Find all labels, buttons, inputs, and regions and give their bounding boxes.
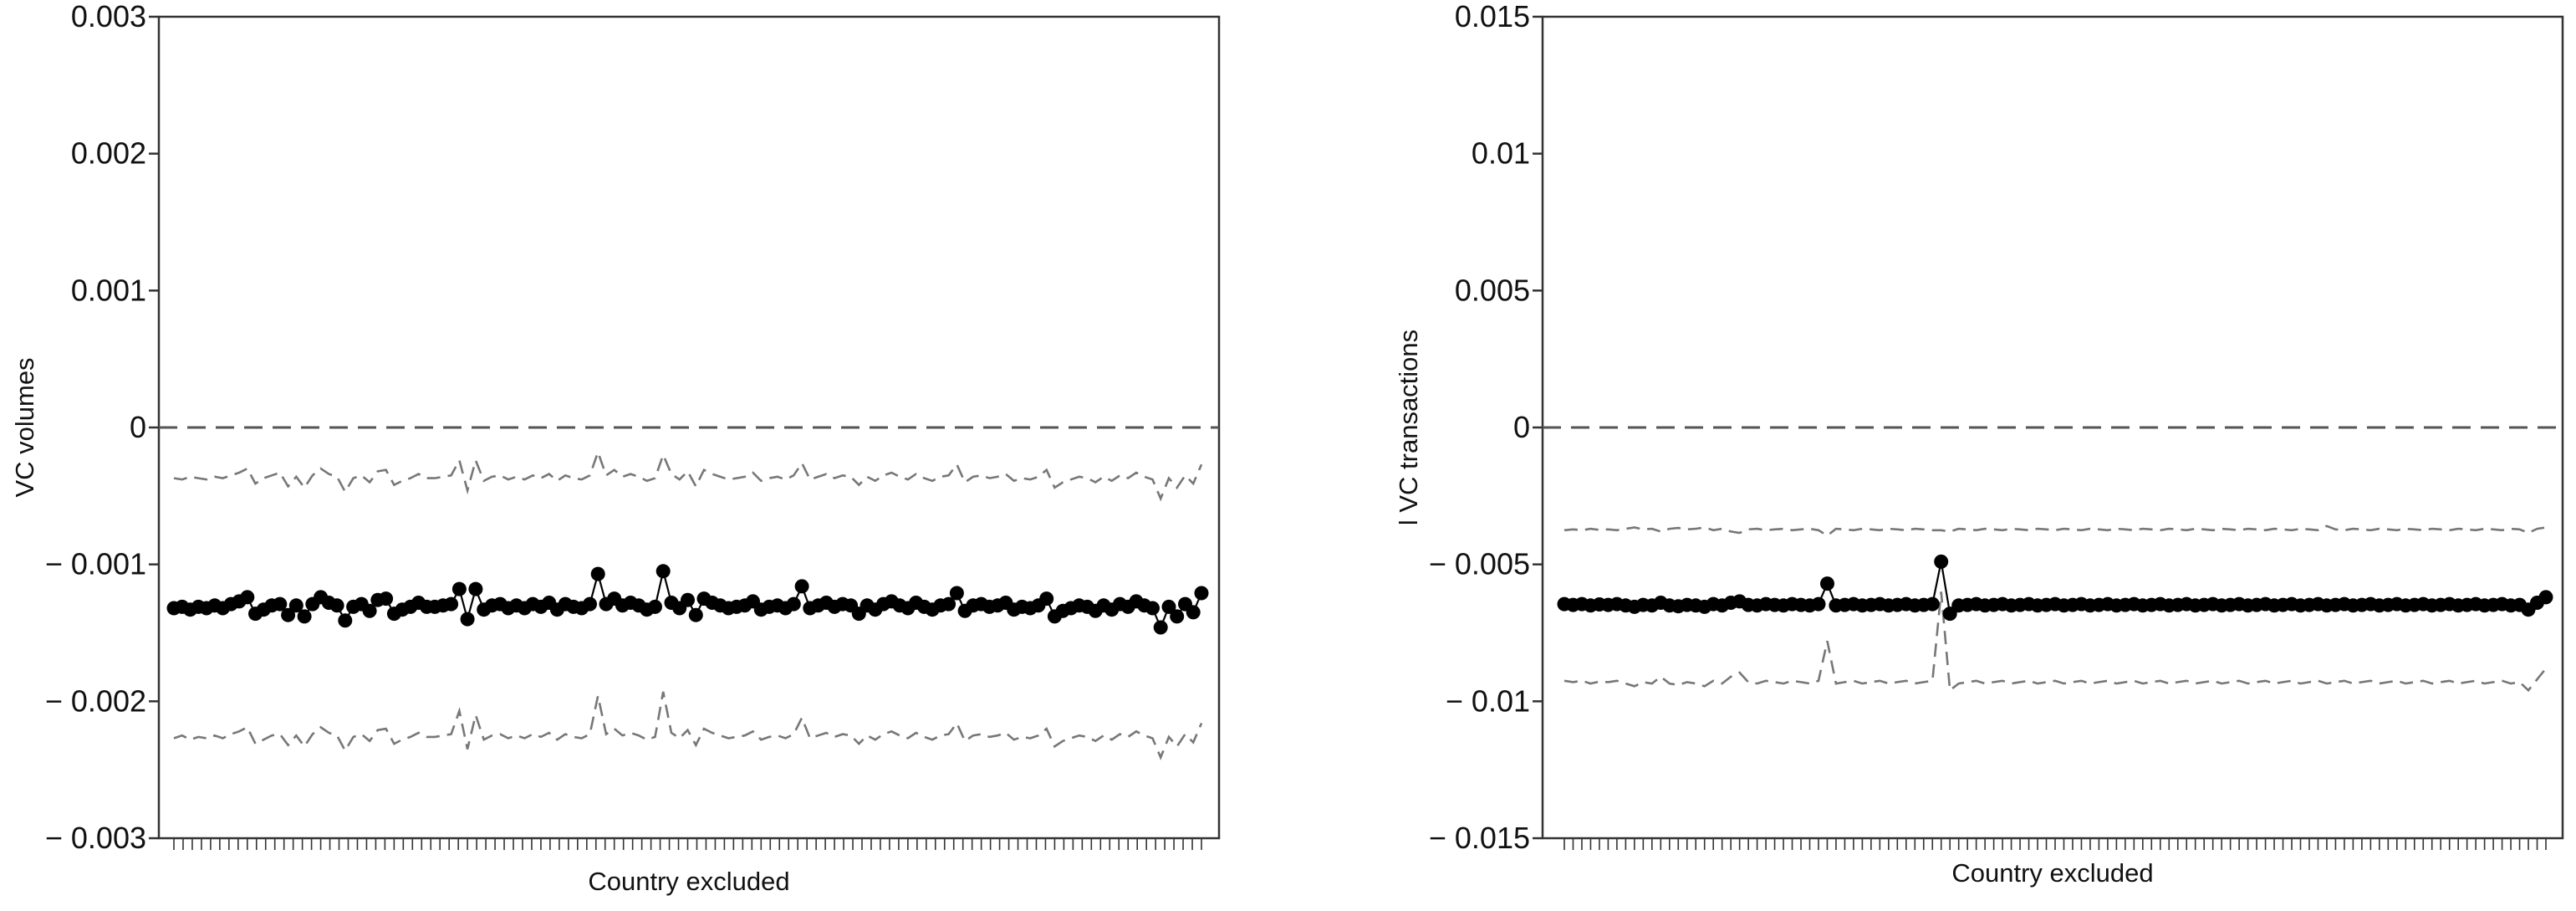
estimate-point <box>655 564 671 579</box>
estimate-point <box>273 596 288 612</box>
estimate-point <box>362 603 377 618</box>
estimate-point <box>444 596 459 612</box>
estimate-point <box>1170 609 1185 624</box>
x-ticks <box>173 838 1202 850</box>
estimate-point <box>949 586 964 601</box>
y-tick-label: 0.002 <box>71 136 146 171</box>
estimate-point <box>1934 554 1949 569</box>
estimate-point <box>941 596 956 612</box>
estimate-point <box>688 607 703 622</box>
chart-panel-vc-transactions: 0.015 0.01 0.005 0 − 0.005 − 0.01 − 0.015 l VC… <box>1394 0 2564 888</box>
estimate-point <box>1161 599 1176 614</box>
estimate-point <box>379 591 394 606</box>
y-tick-label: 0.003 <box>71 0 146 33</box>
y-ticks: 0.015 0.01 0.005 0 − 0.005 − 0.01 − 0.015 <box>1429 0 1543 855</box>
estimate-point <box>1186 605 1201 620</box>
estimate-point <box>468 581 483 596</box>
estimate-point <box>681 592 695 607</box>
estimate-point <box>648 599 662 614</box>
y-axis-label: VC volumes <box>10 357 39 497</box>
ci-lower-line <box>173 691 1203 760</box>
y-axis-label: l VC transactions <box>1394 330 1423 525</box>
estimate-point <box>281 607 296 622</box>
estimate-point <box>1145 601 1160 616</box>
y-tick-label: − 0.01 <box>1446 683 1530 718</box>
y-tick-label: 0.001 <box>71 273 146 307</box>
estimate-point <box>1925 596 1940 612</box>
estimate-point <box>1811 596 1826 612</box>
y-tick-label: − 0.001 <box>45 547 146 581</box>
y-tick-label: 0 <box>1513 410 1530 444</box>
estimate-point <box>451 581 467 596</box>
estimate-point <box>297 609 312 624</box>
estimate-point <box>794 579 809 594</box>
chart-panel-vc-volumes: 0.003 0.002 0.001 0 − 0.001 − 0.002 − 0.003 VC… <box>10 0 1221 896</box>
estimate-point <box>786 596 801 612</box>
estimate-point <box>590 566 605 581</box>
estimate-point <box>460 612 475 627</box>
plot-frame <box>1541 15 2564 840</box>
estimate-point <box>240 590 255 605</box>
ci-upper-line <box>173 448 1203 502</box>
estimate-point <box>288 598 304 613</box>
estimate-point <box>2538 590 2553 605</box>
y-tick-label: 0.005 <box>1455 273 1530 307</box>
series-layer <box>166 448 1209 760</box>
y-ticks: 0.003 0.002 0.001 0 − 0.001 − 0.002 − 0.003 <box>45 0 159 855</box>
estimate-point <box>1153 620 1168 635</box>
series-layer <box>1557 525 2553 693</box>
y-tick-label: 0.01 <box>1472 136 1530 171</box>
y-tick-label: 0.015 <box>1455 0 1530 33</box>
estimate-point <box>583 596 597 612</box>
y-tick-label: − 0.005 <box>1429 547 1530 581</box>
y-tick-label: 0 <box>130 410 146 444</box>
x-axis-label: Country excluded <box>588 867 789 896</box>
estimate-point <box>329 598 344 613</box>
estimate-point <box>338 613 353 628</box>
ci-lower-line <box>1563 591 2548 693</box>
estimate-point <box>1039 591 1054 606</box>
x-axis-label: Country excluded <box>1951 858 2153 888</box>
estimate-point <box>1820 576 1834 591</box>
y-tick-label: − 0.015 <box>1429 821 1530 855</box>
y-tick-label: − 0.003 <box>45 821 146 855</box>
estimate-point <box>1194 586 1209 601</box>
y-tick-label: − 0.002 <box>45 683 146 718</box>
x-ticks <box>1563 838 2547 850</box>
